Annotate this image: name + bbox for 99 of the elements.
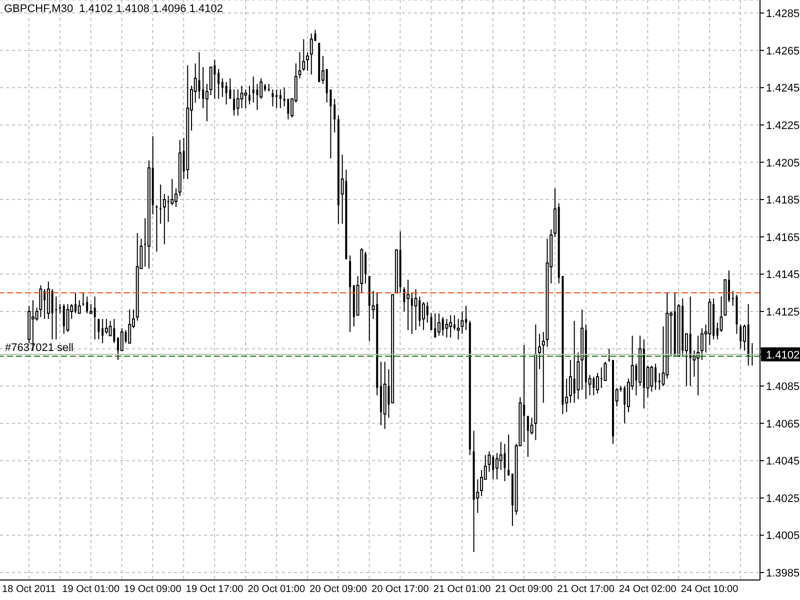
candlestick	[260, 78, 263, 100]
x-tick-label: 20 Oct 17:00	[372, 584, 430, 595]
candlestick	[740, 324, 742, 350]
candlestick	[480, 469, 484, 497]
y-tick-label: 1.4085	[766, 381, 800, 394]
ref-line-label: #7637021 sell	[5, 342, 74, 354]
candlestick	[104, 318, 108, 334]
x-tick-label: 19 Oct 01:00	[62, 584, 120, 595]
chart-title: GBPCHF,M30 1.4102 1.4108 1.4096 1.4102	[4, 3, 223, 16]
candlestick	[94, 296, 96, 340]
candlestick	[205, 83, 208, 122]
candlestick	[272, 89, 274, 107]
candlestick	[86, 296, 88, 314]
candlestick	[592, 376, 595, 396]
candlestick	[445, 318, 448, 338]
candlestick	[495, 452, 498, 480]
x-tick-label: 24 Oct 10:00	[680, 584, 739, 595]
candlestick	[449, 314, 452, 338]
candlestick	[604, 361, 607, 381]
candlestick	[202, 66, 204, 109]
y-tick-label: 1.4185	[766, 194, 800, 207]
candlestick	[102, 318, 104, 344]
candlestick	[66, 303, 70, 332]
y-tick-label: 1.4205	[766, 157, 800, 170]
candlestick	[276, 89, 278, 109]
candlestick	[214, 59, 216, 100]
x-tick-label: 18 Oct 2011	[2, 584, 56, 595]
candlestick	[650, 365, 654, 392]
y-tick-label: 1.3985	[766, 568, 800, 580]
y-tick-label: 1.4165	[766, 232, 800, 244]
candlestick	[508, 434, 510, 476]
candlestick	[414, 288, 418, 331]
candlestick	[624, 386, 626, 424]
candlestick	[596, 372, 600, 394]
candlestick	[426, 302, 428, 324]
candlestick	[504, 443, 506, 482]
candlestick	[573, 320, 576, 404]
candlestick	[499, 441, 502, 470]
candlestick	[236, 89, 240, 116]
candlestick	[434, 312, 436, 338]
x-tick-label: 20 Oct 01:00	[248, 584, 306, 595]
y-tick-label: 1.4065	[766, 418, 800, 430]
y-tick-label: 1.4225	[766, 120, 800, 132]
candlestick	[442, 316, 444, 336]
y-tick-label: 1.4102	[766, 349, 800, 362]
y-tick-label: 1.4145	[766, 269, 800, 282]
candlestick	[334, 98, 336, 133]
candlestick	[252, 76, 254, 104]
candlestick	[166, 195, 170, 222]
candlestick	[700, 328, 704, 360]
candlestick	[608, 348, 611, 362]
candlestick	[538, 333, 542, 370]
y-tick-label: 1.4025	[766, 492, 800, 505]
candlestick	[406, 279, 410, 331]
candlestick	[229, 78, 232, 100]
candlestick	[113, 318, 116, 344]
candlestick	[437, 312, 440, 336]
candlestick	[221, 78, 224, 98]
candlestick	[225, 82, 228, 105]
candlestick	[128, 309, 132, 344]
candlestick	[198, 52, 200, 100]
candlestick	[403, 286, 406, 312]
x-tick-label: 24 Oct 02:00	[619, 584, 677, 595]
candlestick	[244, 89, 248, 109]
candlestick	[51, 288, 54, 340]
candlestick	[418, 296, 421, 327]
candlestick	[174, 188, 178, 208]
candlestick	[39, 284, 42, 318]
x-tick-label: 19 Oct 09:00	[124, 584, 182, 595]
y-tick-label: 1.4245	[766, 82, 800, 95]
y-tick-label: 1.4005	[766, 530, 800, 542]
x-tick-label: 21 Oct 09:00	[495, 584, 553, 595]
candlestick	[89, 303, 92, 314]
x-tick-label: 21 Oct 01:00	[433, 584, 492, 595]
candlestick	[155, 204, 158, 252]
candlestick	[742, 324, 746, 352]
x-tick-label: 21 Oct 17:00	[557, 584, 615, 595]
candlestick	[287, 98, 290, 120]
candlestick	[233, 89, 236, 116]
candlestick	[240, 85, 244, 109]
candlestick	[306, 52, 310, 72]
y-tick-label: 1.4285	[766, 8, 800, 20]
y-tick-label: 1.4265	[766, 45, 800, 58]
candlestick	[310, 33, 313, 76]
candlestick	[492, 454, 494, 480]
candlestick	[542, 331, 545, 404]
candlestick	[218, 68, 220, 100]
candlestick	[422, 302, 426, 331]
y-tick-label: 1.4125	[766, 306, 800, 318]
x-tick-label: 20 Oct 09:00	[310, 584, 368, 595]
candlestick	[120, 328, 124, 352]
candlestick	[568, 359, 572, 404]
x-tick-label: 19 Oct 17:00	[186, 584, 244, 595]
candlestick	[600, 366, 603, 388]
candlestick	[162, 193, 166, 245]
candlestick	[279, 89, 282, 109]
y-tick-label: 1.4045	[766, 456, 800, 468]
candlestick	[256, 83, 258, 111]
candlestick	[98, 318, 100, 340]
